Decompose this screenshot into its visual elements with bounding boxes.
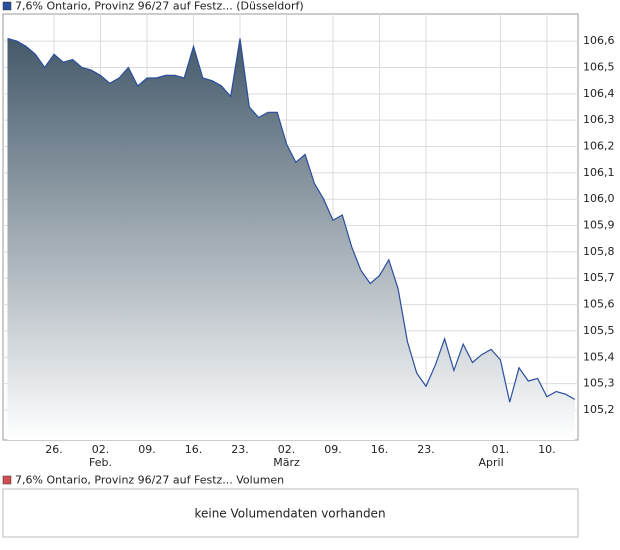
line (7, 37, 576, 403)
y-tick-label: 105,8 (583, 245, 615, 258)
y-tick-label: 105,6 (583, 298, 615, 311)
x-month-label: April (479, 456, 504, 469)
x-tick-label: 10. (538, 443, 556, 456)
y-tick-label: 106,2 (583, 140, 615, 153)
y-tick-label: 106,4 (583, 87, 615, 100)
x-tick-label: 23. (417, 443, 435, 456)
x-tick-label: 02. (278, 443, 296, 456)
x-tick-label: 26. (45, 443, 63, 456)
x-tick-label: 09. (138, 443, 156, 456)
y-tick-label: 105,9 (583, 219, 615, 232)
y-tick-label: 106,5 (583, 60, 615, 73)
y-tick-label: 105,4 (583, 350, 615, 363)
no-data-message: keine Volumendaten vorhanden (194, 507, 385, 521)
x-month-label: März (273, 456, 300, 469)
y-tick-label: 106,6 (583, 34, 615, 47)
legend-label: 7,6% Ontario, Provinz 96/27 auf Festz...… (15, 474, 284, 487)
legend-label: 7,6% Ontario, Provinz 96/27 auf Festz...… (15, 0, 304, 13)
x-tick-label: 16. (371, 443, 389, 456)
volume-panel (2, 488, 579, 538)
x-tick-label: 02. (92, 443, 110, 456)
y-tick-label: 105,2 (583, 403, 615, 416)
x-tick-label: 09. (324, 443, 342, 456)
x-tick-label: 01. (492, 443, 510, 456)
x-month-label: Feb. (89, 456, 112, 469)
x-tick-label: 23. (231, 443, 249, 456)
y-tick-label: 105,3 (583, 377, 615, 390)
y-tick-label: 106,3 (583, 113, 615, 126)
y-tick-label: 106,1 (583, 166, 615, 179)
area (7, 38, 575, 440)
y-tick-label: 106,0 (583, 192, 615, 205)
x-tick-label: 16. (185, 443, 203, 456)
y-tick-label: 105,7 (583, 271, 615, 284)
legend-swatch (2, 1, 12, 11)
legend-swatch (2, 475, 12, 485)
y-tick-label: 105,5 (583, 324, 615, 337)
